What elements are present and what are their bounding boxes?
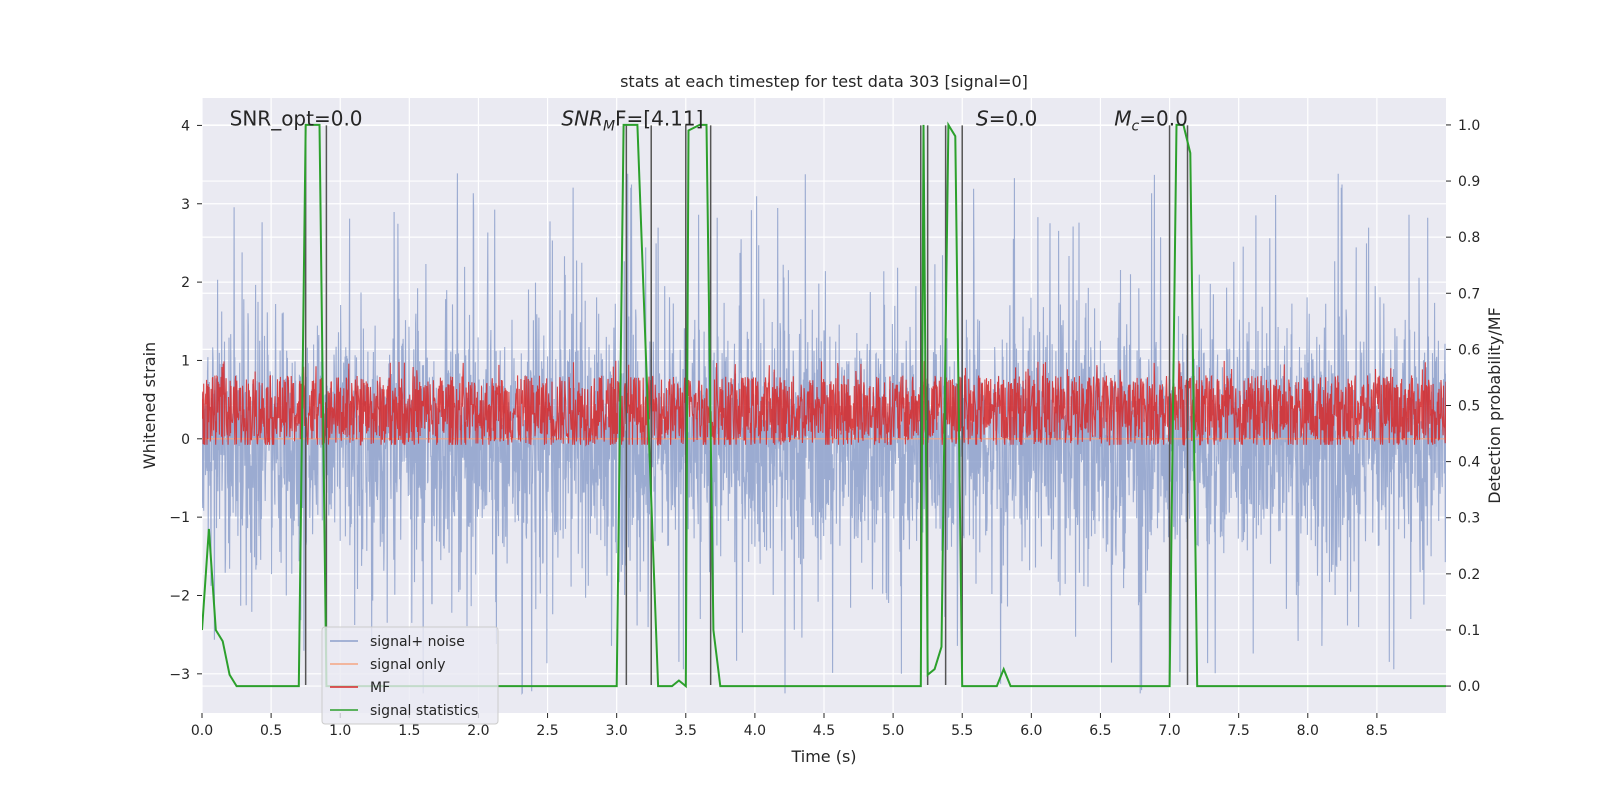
legend-box	[321, 626, 499, 725]
y2-tick-label: 0.7	[1458, 286, 1480, 302]
annotation-main: S	[976, 107, 989, 131]
y2-tick-label: 1.0	[1458, 118, 1480, 134]
legend-label: signal only	[370, 657, 445, 673]
annotation-rest: F=[4.11]	[615, 107, 703, 131]
x-tick-label: 1.0	[329, 723, 351, 739]
x-tick-label: 4.5	[813, 723, 835, 739]
y-tick-label: 1	[181, 353, 190, 369]
y2-tick-label: 0.0	[1458, 679, 1480, 695]
annotation-rest: =0.0	[1139, 107, 1188, 131]
stat-annotation: S=0.0	[976, 107, 1037, 131]
series-signal-noise-line	[202, 173, 1446, 696]
y-tick-label: 0	[181, 432, 190, 448]
y2-tick-label: 0.5	[1458, 399, 1480, 415]
x-tick-label: 0.0	[191, 723, 213, 739]
y2-tick-label: 0.2	[1458, 567, 1480, 583]
annotation-subscript: M	[603, 119, 615, 135]
y-tick-label: −1	[169, 510, 190, 526]
annotation-main: SNR	[561, 107, 603, 131]
plot-layer	[202, 121, 1446, 696]
x-tick-label: 7.0	[1158, 723, 1180, 739]
y-tick-label: 4	[181, 118, 190, 134]
annotation-main: M	[1114, 107, 1131, 131]
legend-label: signal+ noise	[370, 634, 465, 650]
x-tick-label: 1.5	[398, 723, 420, 739]
y2-axis-label: Detection probability/MF	[1485, 307, 1504, 504]
x-tick-label: 6.5	[1089, 723, 1111, 739]
chart-annotations: SNR_opt=0.0 SNRMF=[4.11] S=0.0 Mc=0.0	[230, 107, 1188, 135]
series-mf-line	[202, 360, 1446, 447]
x-axis-label: Time (s)	[790, 747, 856, 766]
chart-legend: signal+ noise signal only MF signal statist…	[321, 626, 499, 725]
x-tick-label: 2.5	[536, 723, 558, 739]
legend-label: signal statistics	[370, 703, 478, 719]
y-tick-label: 2	[181, 275, 190, 291]
y2-tick-label: 0.6	[1458, 342, 1480, 358]
series-signal-statistics-line	[202, 121, 1446, 689]
y-axis-label: Whitened strain	[140, 342, 159, 469]
y2-tick-label: 0.1	[1458, 623, 1480, 639]
y2-tick-label: 0.8	[1458, 230, 1480, 246]
x-tick-label: 6.0	[1020, 723, 1042, 739]
x-tick-label: 8.5	[1366, 723, 1388, 739]
x-tick-label: 3.0	[606, 723, 628, 739]
y-tick-label: −2	[169, 588, 190, 604]
stat-annotation: SNRMF=[4.11]	[561, 107, 703, 135]
annotation-rest: =0.0	[989, 107, 1038, 131]
x-tick-label: 4.0	[744, 723, 766, 739]
y2-tick-label: 0.9	[1458, 174, 1480, 190]
legend-label: MF	[370, 680, 390, 696]
x-tick-label: 2.0	[467, 723, 489, 739]
x-tick-label: 5.5	[951, 723, 973, 739]
x-axis-ticks: 0.0 0.5 1.0 1.5 2.0 2.5 3.0 3.5 4.0 4.5 5.0 5.5 6.0 6…	[191, 713, 1388, 739]
x-tick-label: 5.0	[882, 723, 904, 739]
x-tick-label: 0.5	[260, 723, 282, 739]
stat-annotation: SNR_opt=0.0	[230, 107, 363, 131]
y2-axis-ticks: 0.0 0.1 0.2 0.3 0.4 0.5 0.6 0.7 0.8 0.9 1.0	[1446, 118, 1480, 695]
y2-tick-label: 0.3	[1458, 511, 1480, 527]
y-tick-label: 3	[181, 197, 190, 213]
annotation-subscript: c	[1132, 119, 1140, 135]
x-tick-label: 8.0	[1297, 723, 1319, 739]
x-tick-label: 7.5	[1228, 723, 1250, 739]
y-axis-ticks: −3 −2 −1 0 1 2 3 4	[169, 118, 202, 683]
y-tick-label: −3	[169, 667, 190, 683]
chart-title: stats at each timestep for test data 303…	[620, 72, 1028, 91]
x-tick-label: 3.5	[675, 723, 697, 739]
stat-annotation: Mc=0.0	[1114, 107, 1188, 135]
y2-tick-label: 0.4	[1458, 455, 1480, 471]
